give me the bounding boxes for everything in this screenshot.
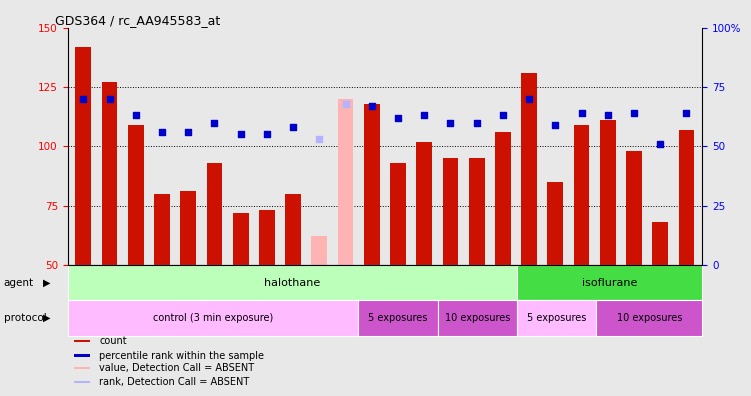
Point xyxy=(287,124,299,130)
Bar xyxy=(259,210,275,265)
Bar xyxy=(495,132,511,265)
Bar xyxy=(517,265,702,300)
Bar xyxy=(101,82,117,265)
Bar xyxy=(600,120,616,265)
Point xyxy=(628,110,640,116)
Text: 10 exposures: 10 exposures xyxy=(617,313,682,323)
Bar xyxy=(312,236,327,265)
Point xyxy=(182,129,195,135)
Bar xyxy=(207,163,222,265)
Point xyxy=(261,131,273,137)
Bar xyxy=(547,182,563,265)
Bar xyxy=(438,300,517,336)
Bar xyxy=(574,125,590,265)
Bar xyxy=(517,300,596,336)
Text: isoflurane: isoflurane xyxy=(582,278,638,287)
Bar xyxy=(285,194,301,265)
Bar xyxy=(74,367,90,369)
Bar xyxy=(338,99,354,265)
Text: 5 exposures: 5 exposures xyxy=(527,313,587,323)
Bar xyxy=(390,163,406,265)
Text: control (3 min exposure): control (3 min exposure) xyxy=(153,313,273,323)
Text: agent: agent xyxy=(4,278,34,287)
Point xyxy=(549,122,561,128)
Text: percentile rank within the sample: percentile rank within the sample xyxy=(99,351,264,361)
Point xyxy=(209,119,221,126)
Point xyxy=(339,101,351,107)
Bar xyxy=(469,158,484,265)
Bar xyxy=(68,300,358,336)
Point xyxy=(130,112,142,119)
Bar xyxy=(154,194,170,265)
Bar xyxy=(233,213,249,265)
Point xyxy=(234,131,246,137)
Text: GDS364 / rc_AA945583_at: GDS364 / rc_AA945583_at xyxy=(55,13,220,27)
Bar xyxy=(416,141,432,265)
Text: ▶: ▶ xyxy=(43,278,50,287)
Bar xyxy=(74,381,90,383)
Point xyxy=(104,96,116,102)
Bar xyxy=(68,265,517,300)
Bar xyxy=(626,151,642,265)
Bar xyxy=(128,125,143,265)
Point xyxy=(313,136,325,142)
Point xyxy=(418,112,430,119)
Text: halothane: halothane xyxy=(264,278,321,287)
Text: 10 exposures: 10 exposures xyxy=(445,313,510,323)
Point xyxy=(366,103,378,109)
Point xyxy=(392,115,404,121)
Bar xyxy=(521,73,537,265)
Text: rank, Detection Call = ABSENT: rank, Detection Call = ABSENT xyxy=(99,377,249,387)
Bar xyxy=(364,104,380,265)
Point xyxy=(654,141,666,147)
Bar xyxy=(596,300,702,336)
Point xyxy=(575,110,587,116)
Text: count: count xyxy=(99,336,127,346)
Point xyxy=(523,96,535,102)
Bar xyxy=(180,191,196,265)
Bar xyxy=(75,47,91,265)
Text: 5 exposures: 5 exposures xyxy=(369,313,428,323)
Bar xyxy=(74,340,90,342)
Point xyxy=(445,119,457,126)
Point xyxy=(680,110,692,116)
Bar xyxy=(358,300,438,336)
Point xyxy=(602,112,614,119)
Text: ▶: ▶ xyxy=(43,313,50,323)
Point xyxy=(471,119,483,126)
Text: protocol: protocol xyxy=(4,313,47,323)
Bar xyxy=(442,158,458,265)
Bar xyxy=(74,354,90,357)
Point xyxy=(156,129,168,135)
Point xyxy=(497,112,509,119)
Text: value, Detection Call = ABSENT: value, Detection Call = ABSENT xyxy=(99,363,255,373)
Point xyxy=(77,96,89,102)
Bar xyxy=(679,129,695,265)
Bar xyxy=(653,222,668,265)
